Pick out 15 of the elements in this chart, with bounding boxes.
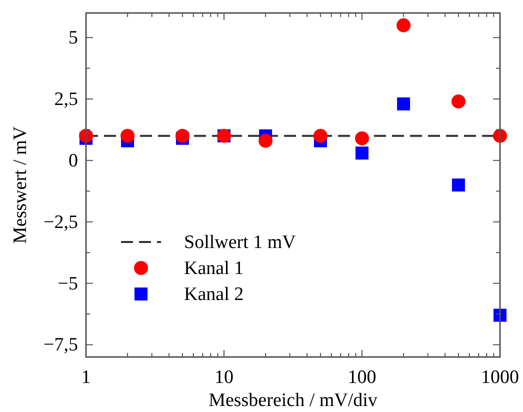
x-tick-label: 1000 (481, 367, 519, 388)
x-tick-label: 1 (81, 367, 91, 388)
x-tick-label: 100 (348, 367, 376, 388)
x-tick-label: 10 (214, 367, 234, 388)
y-tick-label: 5 (68, 28, 78, 49)
x-axis-title: Messbereich / mV/div (208, 390, 378, 411)
y-tick-label: −5 (58, 273, 78, 294)
y-tick-label: −2,5 (44, 212, 78, 233)
legend-label: Kanal 2 (184, 284, 244, 305)
y-tick-label: 2,5 (54, 89, 78, 110)
legend-label: Sollwert 1 mV (184, 232, 296, 253)
legend-label: Kanal 1 (184, 258, 244, 279)
y-tick-label: 0 (68, 150, 78, 172)
y-axis-title: Messwert / mV (10, 126, 31, 244)
y-tick-label: −7,5 (44, 334, 78, 356)
